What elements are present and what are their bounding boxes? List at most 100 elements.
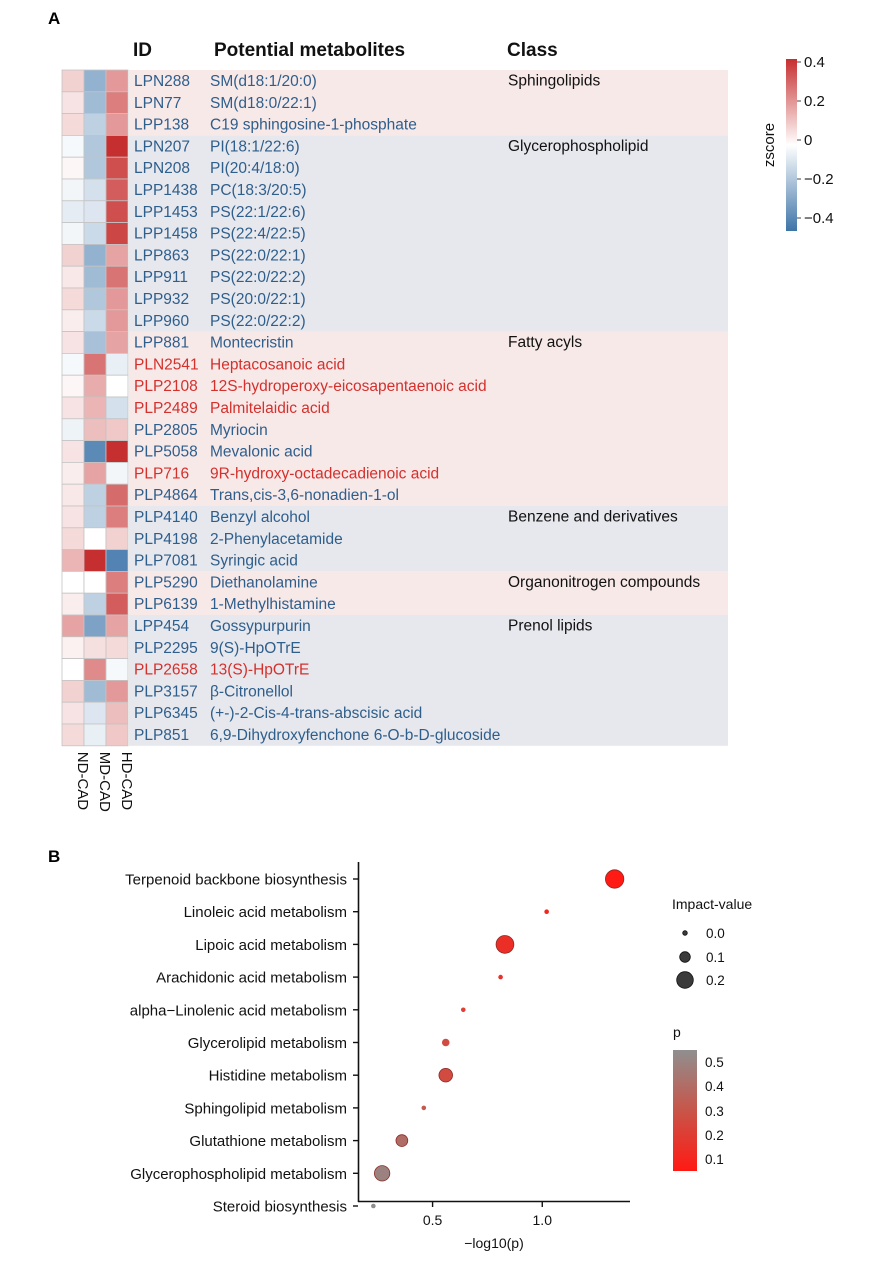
heatmap-cell <box>105 701 129 725</box>
pathway-label: Sphingolipid metabolism <box>184 1100 347 1117</box>
class-band <box>129 506 728 572</box>
heatmap-cell <box>105 113 129 136</box>
heatmap-cell <box>83 178 107 202</box>
pathway-dot <box>441 1038 450 1047</box>
metabolite-id: PLP6139 <box>134 596 198 613</box>
heatmap-cell <box>105 461 129 485</box>
metabolite-id: PLP4140 <box>134 509 198 526</box>
heatmap-cell <box>83 374 107 398</box>
heatmap-cell <box>105 243 129 267</box>
heatmap-cell <box>61 222 85 245</box>
metabolite-id: PLP2295 <box>134 640 198 657</box>
heatmap-cell <box>105 69 129 93</box>
heatmap-cell <box>83 309 107 332</box>
metabolite-name: 2-Phenylacetamide <box>210 531 343 548</box>
metabolite-id: PLP7081 <box>134 553 198 570</box>
header-metabolites: Potential metabolites <box>214 40 405 61</box>
metabolite-name: Palmitelaidic acid <box>210 400 330 417</box>
heatmap-cell <box>105 134 129 158</box>
metabolite-name: Diethanolamine <box>210 574 318 591</box>
metabolite-id: LPP932 <box>134 291 189 308</box>
pathway-label: Arachidonic acid metabolism <box>156 970 347 987</box>
heatmap-cell <box>61 265 85 289</box>
heatmap-cell <box>61 91 85 115</box>
heatmap-cell <box>83 134 107 158</box>
heatmap-cell <box>105 418 129 441</box>
class-band <box>129 135 728 332</box>
pathway-dot <box>498 974 503 980</box>
zscore-tick-label: 0 <box>804 132 812 149</box>
metabolite-id: PLP6345 <box>134 705 198 722</box>
metabolite-name: PS(22:4/22:5) <box>210 226 306 243</box>
heatmap-cell <box>83 701 107 725</box>
heatmap-cell <box>61 701 85 725</box>
metabolite-id: LPN288 <box>134 73 190 90</box>
class-band <box>129 70 728 136</box>
p-legend-title: p <box>673 1024 681 1040</box>
impact-legend-label: 0.1 <box>706 950 725 965</box>
heatmap-cell <box>83 440 107 463</box>
heatmap-cell <box>105 636 129 659</box>
metabolite-id: PLP4198 <box>134 531 198 548</box>
heatmap-cell <box>83 352 107 376</box>
metabolite-name: Gossypurpurin <box>210 618 311 635</box>
heatmap-cell <box>61 614 85 638</box>
heatmap-cell <box>105 483 129 507</box>
metabolite-name: Benzyl alcohol <box>210 509 310 526</box>
metabolite-id: LPP454 <box>134 618 190 635</box>
zscore-tick-label: −0.2 <box>804 171 834 188</box>
heatmap-cell <box>61 505 85 529</box>
heatmap-cell <box>105 156 129 180</box>
heatmap-cell <box>83 505 107 529</box>
heatmap-column-label: ND-CAD <box>74 752 91 810</box>
metabolite-name: Trans,cis-3,6-nonadien-1-ol <box>210 487 399 504</box>
heatmap-cell <box>61 483 85 507</box>
metabolite-id: LPP911 <box>134 269 188 286</box>
pathway-label: alpha−Linolenic acid metabolism <box>130 1002 347 1019</box>
metabolite-name: 12S-hydroperoxy-eicosapentaenoic acid <box>210 378 487 395</box>
metabolite-id: PLP5058 <box>134 444 198 461</box>
metabolite-id: PLP2108 <box>134 378 198 395</box>
heatmap-cell <box>83 592 107 616</box>
heatmap-cell <box>61 592 85 616</box>
metabolite-id: LPP863 <box>134 247 189 264</box>
metabolite-name: 6,9-Dihydroxyfenchone 6-O-b-D-glucoside <box>210 727 500 744</box>
heatmap-cell <box>61 527 85 550</box>
heatmap-cell <box>61 374 85 398</box>
class-label: Sphingolipids <box>508 73 600 90</box>
heatmap-column-labels: ND-CAD MD-CAD HD-CAD <box>74 752 135 812</box>
heatmap-cell <box>61 331 85 354</box>
heatmap-cell <box>61 287 85 311</box>
dotplot-x-ticks: 0.5 1.0 <box>423 1202 552 1228</box>
heatmap-cell <box>61 352 85 376</box>
heatmap-cell <box>105 396 129 420</box>
metabolite-name: PS(22:0/22:2) <box>210 269 306 286</box>
pathway-label: Steroid biosynthesis <box>213 1199 347 1216</box>
pathway-dots <box>371 869 625 1209</box>
heatmap-cell <box>61 658 85 681</box>
dotplot-x-label: −log10(p) <box>464 1235 524 1251</box>
heatmap-cell <box>105 505 129 529</box>
heatmap-column-label: MD-CAD <box>96 752 113 812</box>
metabolite-name: PS(22:0/22:2) <box>210 313 306 330</box>
p-legend-gradient <box>673 1050 697 1171</box>
heatmap-cells <box>61 69 129 747</box>
heatmap-cell <box>83 222 107 245</box>
heatmap-cell <box>83 614 107 638</box>
class-label: Fatty acyls <box>508 334 582 351</box>
heatmap-cell <box>105 287 129 311</box>
p-legend-label: 0.5 <box>705 1055 724 1070</box>
metabolite-name: β-Citronellol <box>210 683 293 700</box>
heatmap-cell <box>105 440 129 463</box>
panel-a-label: A <box>48 9 60 28</box>
metabolite-id: PLP2489 <box>134 400 198 417</box>
metabolite-id: PLP851 <box>134 727 189 744</box>
class-band <box>129 571 728 615</box>
metabolite-name: C19 sphingosine-1-phosphate <box>210 117 417 134</box>
class-label: Glycerophospholipid <box>508 138 648 155</box>
heatmap-cell <box>83 680 107 703</box>
heatmap-cell <box>105 178 129 202</box>
heatmap-cell <box>105 374 129 398</box>
metabolite-name: PS(22:0/22:1) <box>210 247 306 264</box>
zscore-tick-label: −0.4 <box>804 210 834 227</box>
